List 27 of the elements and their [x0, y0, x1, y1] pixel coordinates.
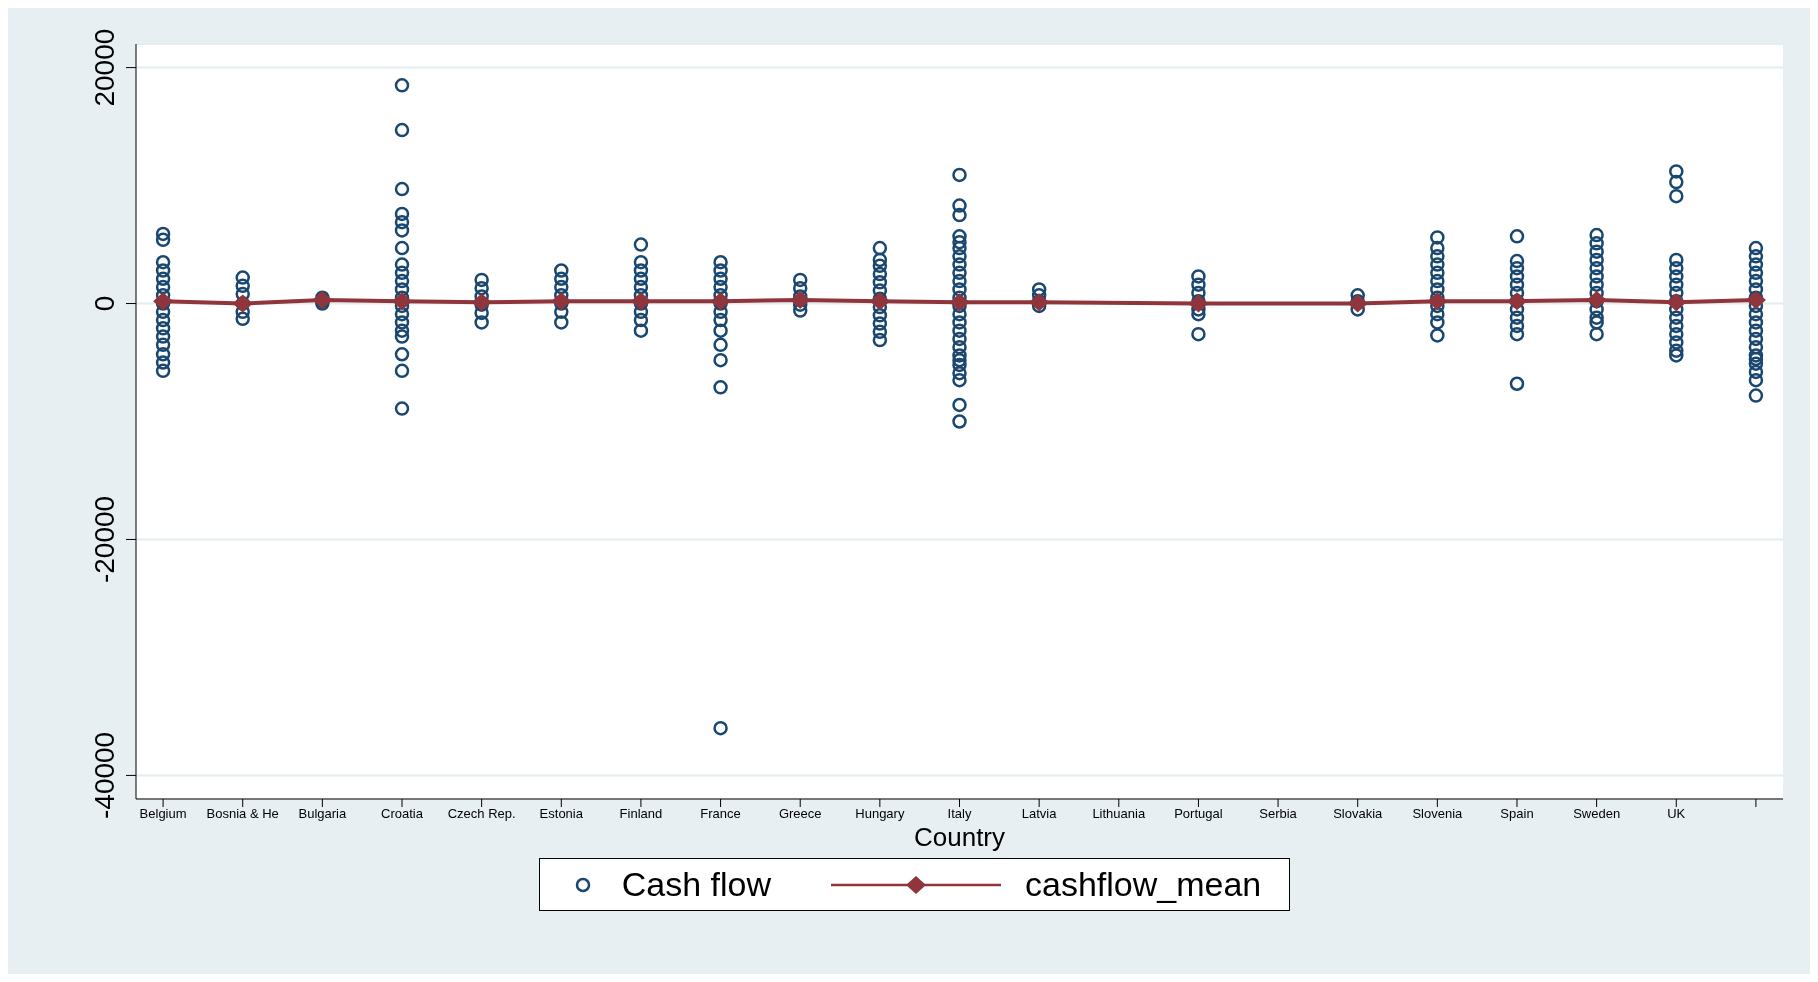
- x-tick-label: France: [700, 806, 741, 822]
- x-tick-label: Bulgaria: [298, 806, 347, 822]
- x-tick-label: Italy: [947, 806, 972, 822]
- x-tick-label: Greece: [778, 806, 822, 822]
- x-tick-label: Belgium: [139, 806, 187, 822]
- x-tick-label: Finland: [619, 806, 663, 822]
- x-tick-label: Lithuania: [1092, 806, 1146, 822]
- x-axis-title: Country: [913, 822, 1006, 852]
- legend-label: Cash flow: [621, 865, 772, 904]
- x-tick-label: Estonia: [539, 806, 584, 822]
- x-tick-label: Slovakia: [1333, 806, 1384, 822]
- legend-label: cashflow_mean: [1025, 865, 1262, 904]
- y-tick-label: 20000: [89, 28, 120, 107]
- x-tick-label: Croatia: [381, 806, 424, 822]
- x-tick-label: Sweden: [1573, 806, 1621, 822]
- x-tick-label: Czech Rep.: [447, 806, 516, 822]
- x-tick-label: Slovenia: [1412, 806, 1464, 822]
- x-tick-label: Spain: [1500, 806, 1534, 822]
- x-tick-label: Bosnia & He: [206, 806, 279, 822]
- x-tick-label: Serbia: [1259, 806, 1298, 822]
- x-tick-label: Hungary: [855, 806, 905, 822]
- y-tick-label: 0: [89, 295, 120, 312]
- y-tick-label: -20000: [89, 495, 120, 584]
- x-tick-label: Latvia: [1021, 806, 1058, 822]
- y-tick-label: -40000: [89, 731, 120, 819]
- x-tick-label: Portugal: [1174, 806, 1223, 822]
- x-tick-label: UK: [1667, 806, 1686, 822]
